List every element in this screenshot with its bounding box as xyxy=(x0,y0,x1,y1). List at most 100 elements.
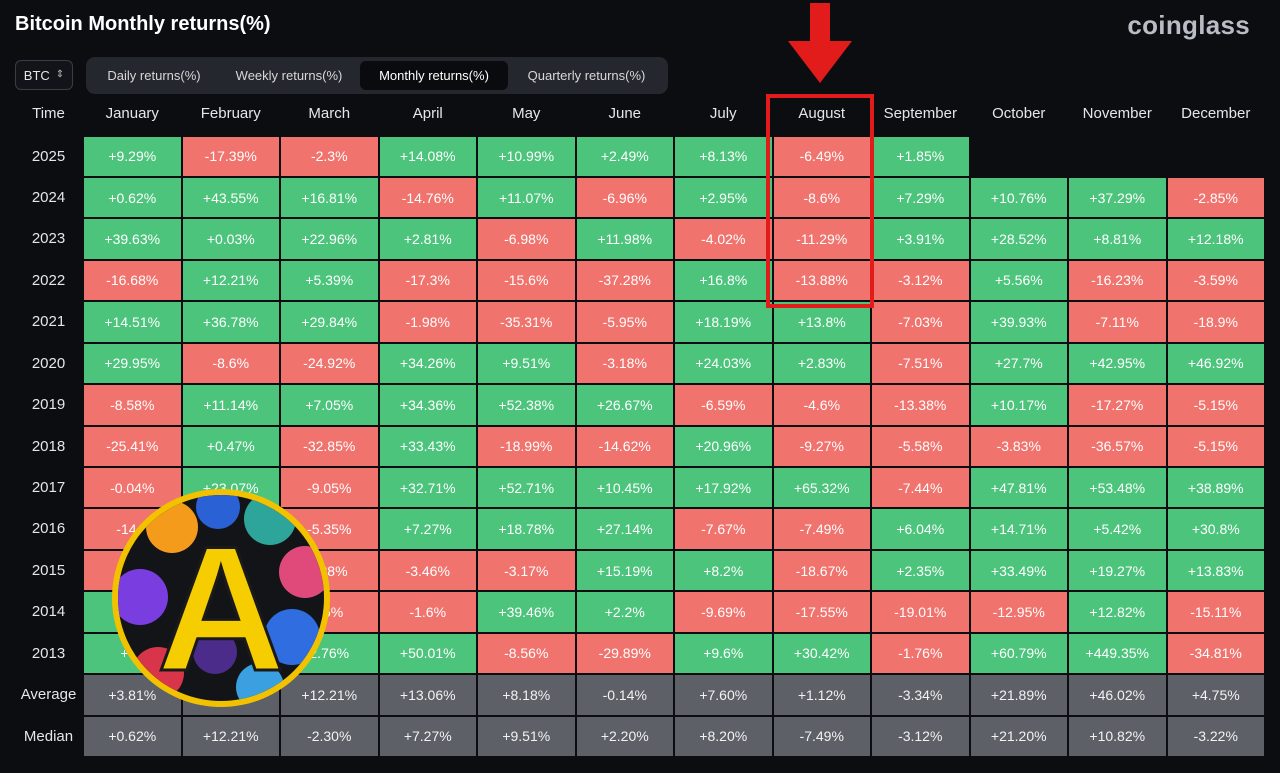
table-cell: +18.78% xyxy=(477,508,576,550)
table-cell: -32.85% xyxy=(280,425,379,467)
table-cell: +16.81% xyxy=(280,176,379,219)
column-header-september: September xyxy=(883,105,957,122)
table-cell: -5.58% xyxy=(871,425,970,467)
table-cell: +19.27% xyxy=(1068,549,1167,592)
tab-quarterly-returns[interactable]: Quarterly returns(%) xyxy=(527,68,646,83)
table-cell: +46.92% xyxy=(1166,342,1265,385)
table-cell: +30.42% xyxy=(772,632,871,675)
asset-select-value: BTC xyxy=(23,67,50,83)
tab-weekly-returns[interactable]: Weekly returns(%) xyxy=(235,68,343,83)
table-cell: +29.95% xyxy=(83,342,182,385)
table-cell: -3.17% xyxy=(477,549,576,592)
row-label: 2017 xyxy=(31,478,66,496)
column-header-june: June xyxy=(608,105,642,122)
table-cell: +10.82% xyxy=(1068,715,1167,757)
table-cell: -9.27% xyxy=(772,425,871,467)
table-cell: +13.8% xyxy=(772,301,871,343)
column-header-january: January xyxy=(105,105,159,122)
table-cell: -2.3% xyxy=(280,135,379,177)
table-cell: -18.67% xyxy=(772,549,871,592)
table-cell: -8.58% xyxy=(83,384,182,426)
table-cell: +2.49% xyxy=(575,135,674,177)
tab-daily-returns[interactable]: Daily returns(%) xyxy=(107,68,201,83)
table-cell: -13.88% xyxy=(772,259,871,302)
table-cell: -12.95% xyxy=(969,591,1068,633)
table-cell: +42.95% xyxy=(1068,342,1167,385)
table-cell: +449.35% xyxy=(1068,632,1167,675)
table-cell: -7.51% xyxy=(871,342,970,385)
table-cell: +50.01% xyxy=(378,632,477,675)
table-cell: +0.03% xyxy=(181,218,280,260)
table-cell: -14.76% xyxy=(378,176,477,219)
row-label: 2019 xyxy=(31,396,66,414)
table-cell: +52.71% xyxy=(477,466,576,509)
column-header-may: May xyxy=(512,105,541,122)
table-cell: +46.02% xyxy=(1068,674,1167,716)
table-cell: -9.69% xyxy=(674,591,773,633)
table-cell: +8.13% xyxy=(674,135,773,177)
column-header-february: February xyxy=(200,105,261,122)
asset-select[interactable]: BTC ⇕ xyxy=(15,60,73,90)
table-cell: +37.29% xyxy=(1068,176,1167,219)
table-cell: -18.9% xyxy=(1166,301,1265,343)
table-cell: -14.62% xyxy=(575,425,674,467)
table-cell: +13.06% xyxy=(378,674,477,716)
table-cell: -2.85% xyxy=(1166,176,1265,219)
table-cell: -13.38% xyxy=(871,384,970,426)
table-cell: -29.89% xyxy=(575,632,674,675)
table-cell: -17.39% xyxy=(181,135,280,177)
table-cell: +9.51% xyxy=(477,715,576,757)
column-header-july: July xyxy=(709,105,737,122)
table-cell: +27.7% xyxy=(969,342,1068,385)
table-cell: +17.92% xyxy=(674,466,773,509)
row-label: 2024 xyxy=(31,188,66,206)
badge-logo-icon: A xyxy=(112,489,330,709)
table-cell: +52.38% xyxy=(477,384,576,426)
row-label: 2021 xyxy=(31,313,66,331)
table-cell: +10.99% xyxy=(477,135,576,177)
column-header-august: August xyxy=(798,105,846,122)
row-label: 2014 xyxy=(31,603,66,621)
table-cell: +10.76% xyxy=(969,176,1068,219)
table-cell: +1.12% xyxy=(772,674,871,716)
table-cell: -6.59% xyxy=(674,384,773,426)
tab-monthly-returns[interactable]: Monthly returns(%) xyxy=(360,61,508,90)
table-cell: +15.19% xyxy=(575,549,674,592)
table-cell: +13.83% xyxy=(1166,549,1265,592)
table-cell: +2.2% xyxy=(575,591,674,633)
table-cell: -1.98% xyxy=(378,301,477,343)
table-cell: +27.14% xyxy=(575,508,674,550)
table-cell: +36.78% xyxy=(181,301,280,343)
table-cell: -0.14% xyxy=(575,674,674,716)
table-cell: +10.17% xyxy=(969,384,1068,426)
table-cell: +21.89% xyxy=(969,674,1068,716)
table-cell: -8.6% xyxy=(772,176,871,219)
brand-logo: coinglass xyxy=(1127,10,1250,40)
table-cell: +28.52% xyxy=(969,218,1068,260)
table-cell: -36.57% xyxy=(1068,425,1167,467)
page-title: Bitcoin Monthly returns(%) xyxy=(15,13,271,35)
row-label: Average xyxy=(20,686,77,704)
table-cell: -2.30% xyxy=(280,715,379,757)
table-cell: +2.20% xyxy=(575,715,674,757)
table-cell: -17.27% xyxy=(1068,384,1167,426)
table-cell: +12.21% xyxy=(181,259,280,302)
table-cell: +26.67% xyxy=(575,384,674,426)
badge-letter: A xyxy=(157,509,286,708)
table-cell: +34.26% xyxy=(378,342,477,385)
table-cell: +2.35% xyxy=(871,549,970,592)
table-cell: +1.85% xyxy=(871,135,970,177)
table-cell: +7.27% xyxy=(378,508,477,550)
table-cell: -16.23% xyxy=(1068,259,1167,302)
table-cell: +20.96% xyxy=(674,425,773,467)
row-label: 2023 xyxy=(31,230,66,248)
table-cell: -6.98% xyxy=(477,218,576,260)
return-period-tabs: Daily returns(%) Weekly returns(%) Month… xyxy=(86,57,668,94)
table-cell: +0.47% xyxy=(181,425,280,467)
table-cell: +12.21% xyxy=(280,674,379,716)
table-cell: +39.93% xyxy=(969,301,1068,343)
table-cell: +7.27% xyxy=(378,715,477,757)
table-cell: +0.62% xyxy=(83,176,182,219)
row-label: 2013 xyxy=(31,644,66,662)
table-cell: +3.81% xyxy=(83,674,182,716)
